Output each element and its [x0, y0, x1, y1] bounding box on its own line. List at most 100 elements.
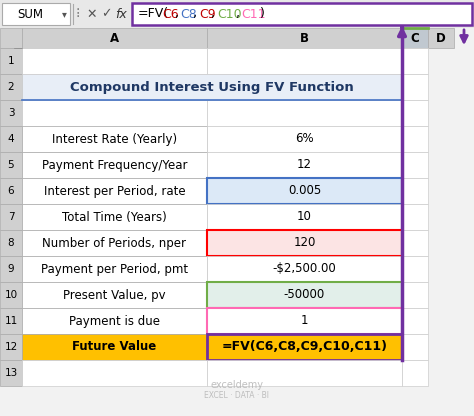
Text: C10: C10 — [217, 7, 242, 20]
Text: 3: 3 — [8, 108, 14, 118]
Bar — [402, 334, 428, 360]
Bar — [0, 308, 22, 334]
Bar — [207, 126, 402, 152]
Text: 0.005: 0.005 — [288, 185, 321, 198]
Text: 8: 8 — [8, 238, 14, 248]
Text: Payment per Period, pmt: Payment per Period, pmt — [41, 262, 188, 275]
Bar — [132, 3, 472, 25]
Bar — [207, 360, 402, 386]
Text: exceldemy: exceldemy — [210, 380, 264, 390]
Bar — [207, 48, 402, 74]
Bar — [0, 204, 22, 230]
Text: 2: 2 — [8, 82, 14, 92]
Text: -$2,500.00: -$2,500.00 — [273, 262, 337, 275]
Bar — [428, 28, 454, 48]
Text: C9: C9 — [199, 7, 216, 20]
Text: ,: , — [174, 7, 179, 20]
Bar — [402, 360, 428, 386]
Text: Number of Periods, nper: Number of Periods, nper — [43, 237, 186, 250]
Bar — [402, 28, 428, 48]
Text: ,: , — [211, 7, 215, 20]
Bar — [0, 152, 22, 178]
Bar — [22, 48, 207, 74]
Bar — [402, 152, 428, 178]
Bar — [22, 282, 207, 308]
Text: Total Time (Years): Total Time (Years) — [62, 210, 167, 223]
Text: Payment is due: Payment is due — [69, 314, 160, 327]
Text: 6: 6 — [8, 186, 14, 196]
Bar — [0, 360, 22, 386]
Text: 11: 11 — [4, 316, 18, 326]
Bar — [402, 48, 428, 74]
Bar — [22, 204, 207, 230]
Text: ⁝: ⁝ — [76, 7, 80, 21]
Bar — [207, 28, 402, 48]
Text: 6%: 6% — [295, 133, 314, 146]
Text: Compound Interest Using FV Function: Compound Interest Using FV Function — [70, 81, 354, 94]
Text: fx: fx — [115, 7, 127, 20]
Text: Interest Rate (Yearly): Interest Rate (Yearly) — [52, 133, 177, 146]
Bar — [402, 178, 428, 204]
Text: C8: C8 — [181, 7, 198, 20]
Text: Payment Frequency/Year: Payment Frequency/Year — [42, 158, 187, 171]
Text: 4: 4 — [8, 134, 14, 144]
Bar — [402, 308, 428, 334]
Text: -50000: -50000 — [284, 289, 325, 302]
Text: ,: , — [236, 7, 239, 20]
Bar — [0, 334, 22, 360]
Bar — [207, 334, 402, 360]
Bar — [0, 48, 22, 74]
Text: 7: 7 — [8, 212, 14, 222]
Bar — [22, 100, 207, 126]
Bar — [22, 360, 207, 386]
Bar — [0, 230, 22, 256]
Text: =FV(: =FV( — [138, 7, 169, 20]
Bar — [0, 100, 22, 126]
Text: 1: 1 — [8, 56, 14, 66]
Bar — [22, 178, 207, 204]
Bar — [207, 308, 402, 334]
Text: EXCEL · DATA · BI: EXCEL · DATA · BI — [204, 391, 270, 401]
Bar — [402, 74, 428, 100]
Bar — [0, 256, 22, 282]
Bar — [2, 3, 70, 25]
Bar — [0, 126, 22, 152]
Bar — [207, 204, 402, 230]
Bar — [22, 308, 207, 334]
Bar — [22, 28, 207, 48]
Bar — [22, 152, 207, 178]
Bar — [207, 230, 402, 256]
Text: Interest per Period, rate: Interest per Period, rate — [44, 185, 185, 198]
Bar — [22, 334, 207, 360]
Text: C11: C11 — [242, 7, 266, 20]
Bar — [0, 178, 22, 204]
Text: 120: 120 — [293, 237, 316, 250]
Text: ✓: ✓ — [101, 7, 111, 20]
Bar — [0, 74, 22, 100]
Text: Present Value, pv: Present Value, pv — [63, 289, 166, 302]
Bar — [402, 230, 428, 256]
Text: =FV(C6,C8,C9,C10,C11): =FV(C6,C8,C9,C10,C11) — [221, 341, 388, 354]
Text: SUM: SUM — [17, 7, 43, 20]
Text: ▾: ▾ — [62, 9, 66, 19]
Text: 1: 1 — [301, 314, 308, 327]
Text: 13: 13 — [4, 368, 18, 378]
Text: 5: 5 — [8, 160, 14, 170]
Bar — [207, 256, 402, 282]
Text: 10: 10 — [297, 210, 312, 223]
Text: ✕: ✕ — [87, 7, 97, 20]
Text: B: B — [300, 32, 309, 45]
Text: 12: 12 — [297, 158, 312, 171]
Bar — [22, 256, 207, 282]
Text: 10: 10 — [4, 290, 18, 300]
Bar — [402, 126, 428, 152]
Bar — [22, 126, 207, 152]
Text: C: C — [410, 32, 419, 45]
Bar — [402, 100, 428, 126]
Text: C6: C6 — [163, 7, 179, 20]
Bar — [0, 0, 474, 28]
Bar — [402, 282, 428, 308]
Text: ,: , — [193, 7, 197, 20]
Text: D: D — [436, 32, 446, 45]
Bar — [0, 28, 22, 48]
